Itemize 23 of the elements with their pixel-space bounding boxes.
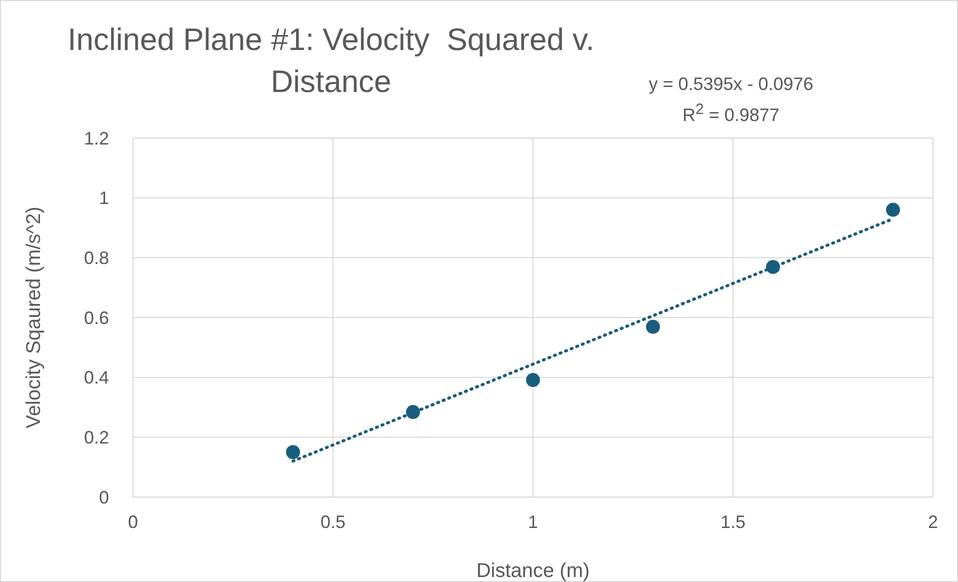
point [646,320,660,334]
point [886,202,900,217]
point [526,373,540,388]
chart-title: Inclined Plane #1: Velocity Squared v. Distance [66,21,596,101]
y-tick-label: 0.4 [84,368,109,388]
x-tick-label: 1.5 [720,512,746,532]
text: R$^{2}$ = 0.9877 [682,100,780,127]
y-tick-label: 0.8 [84,248,109,268]
y-axis-title: Velocity Sqaured (m/s^2) [23,206,46,428]
y-tick-label: 0 [98,487,109,508]
y-tick-label: 0.6 [84,308,109,328]
y-tick-label: 1 [98,188,109,208]
point [406,405,420,420]
y-tick-label: 1.2 [84,128,109,148]
x-axis-title: Distance (m) [476,560,590,582]
y-tick-label: 0.2 [84,428,109,448]
text: y = 0.5395x - 0.0976 [648,73,814,96]
point [286,445,300,460]
x-tick-label: 1 [528,512,538,532]
point [766,260,780,274]
x-tick-label: 0.5 [320,512,346,532]
x-tick-label: 2 [928,512,938,532]
x-tick-label: 0 [128,512,138,532]
